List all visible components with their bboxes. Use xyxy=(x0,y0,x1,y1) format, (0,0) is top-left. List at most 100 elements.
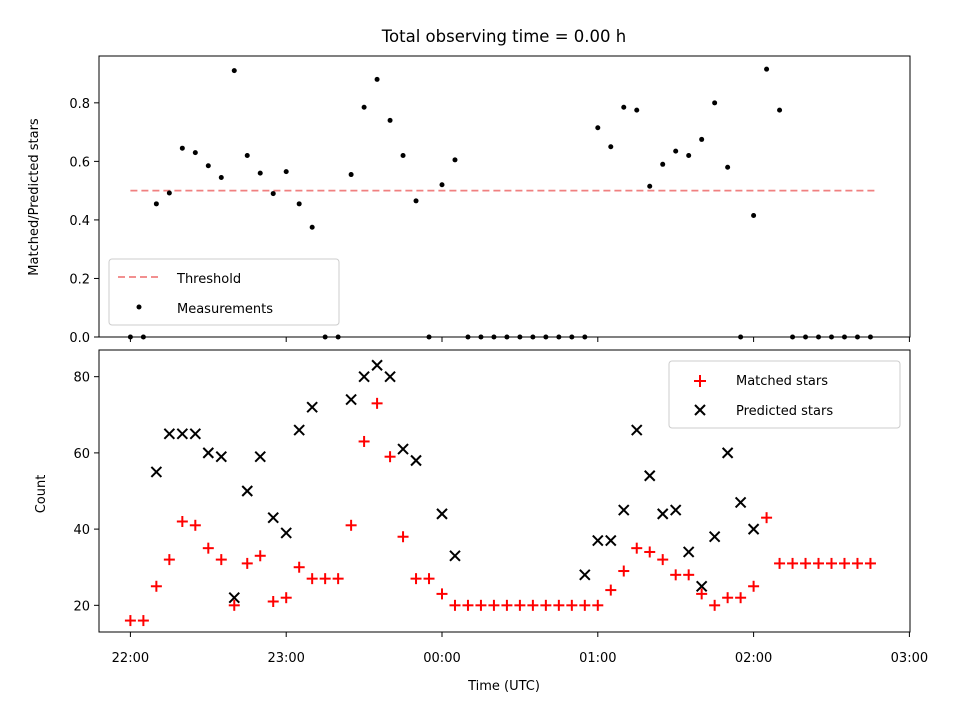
predicted-star-point xyxy=(682,546,695,558)
matched-star-point xyxy=(163,554,175,566)
matched-star-point xyxy=(228,599,240,611)
predicted-star-point xyxy=(345,393,357,406)
matched-star-point xyxy=(618,565,630,577)
matched-star-point xyxy=(709,599,721,611)
matched-star-point xyxy=(215,554,227,566)
predicted-star-point xyxy=(618,504,630,516)
predicted-star-point xyxy=(695,580,708,592)
top-legend: Threshold Measurements xyxy=(108,258,340,326)
matched-star-point xyxy=(566,599,578,611)
matched-star-point xyxy=(838,557,850,569)
matched-star-point xyxy=(826,557,837,569)
matched-star-point xyxy=(176,515,188,527)
predicted-star-point xyxy=(189,428,202,440)
measurement-point xyxy=(348,172,354,178)
legend-threshold-label: Threshold xyxy=(176,272,241,287)
top-y-tick-label: 0.6 xyxy=(69,155,90,170)
top-y-tick-label: 0.4 xyxy=(69,214,90,229)
predicted-star-point xyxy=(306,401,318,413)
top-y-tick-label: 0.0 xyxy=(69,331,90,346)
legend-matched-marker xyxy=(694,375,706,387)
matched-star-point xyxy=(202,542,214,554)
measurement-point xyxy=(244,153,250,159)
predicted-star-point xyxy=(592,534,604,547)
predicted-star-point xyxy=(669,504,682,516)
measurement-point xyxy=(686,153,692,159)
matched-star-point xyxy=(579,599,591,611)
bottom-axes-frame xyxy=(98,349,911,633)
measurement-point xyxy=(387,117,393,123)
bottom-y-axis-label: Count xyxy=(34,475,49,514)
measurement-point xyxy=(309,224,315,230)
matched-star-point xyxy=(527,599,539,611)
measurement-point xyxy=(361,104,367,110)
measurement-point xyxy=(634,107,640,113)
x-tick-label: 22:00 xyxy=(112,651,149,666)
predicted-star-point xyxy=(605,534,617,547)
predicted-star-point xyxy=(293,424,305,436)
matched-star-point xyxy=(345,519,357,531)
matched-star-point xyxy=(592,599,604,611)
matched-star-point xyxy=(384,451,396,463)
matched-star-point xyxy=(696,588,708,600)
predicted-star-point xyxy=(254,450,266,463)
predicted-star-point xyxy=(358,370,370,383)
matched-star-point xyxy=(124,615,136,627)
top-y-tick-label: 0.2 xyxy=(69,272,90,287)
predicted-star-point xyxy=(202,447,215,459)
predicted-star-point xyxy=(579,569,591,581)
measurement-point xyxy=(764,66,770,72)
measurement-point xyxy=(296,201,302,207)
matched-star-point xyxy=(501,599,513,611)
matched-star-point xyxy=(280,592,292,604)
matched-star-point xyxy=(514,599,526,611)
predicted-star-point xyxy=(280,527,292,539)
top-axes-frame xyxy=(98,55,911,338)
matched-star-point xyxy=(306,573,318,585)
top-y-axis-label: Matched/Predicted stars xyxy=(27,118,42,276)
measurement-point xyxy=(400,153,406,159)
x-tick-label: 00:00 xyxy=(423,651,460,666)
matched-star-point xyxy=(137,615,149,627)
predicted-star-point xyxy=(228,591,240,604)
matched-star-point xyxy=(332,573,344,585)
predicted-star-point xyxy=(631,424,643,436)
matched-star-point xyxy=(800,557,812,569)
measurement-point xyxy=(699,136,705,142)
measurement-point xyxy=(673,148,679,154)
predicted-star-point xyxy=(708,531,721,543)
legend-predicted-marker xyxy=(694,404,706,416)
measurement-point xyxy=(153,201,159,207)
predicted-star-point xyxy=(436,508,448,520)
matched-star-point xyxy=(189,519,201,531)
measurement-point xyxy=(452,157,458,163)
predicted-star-point xyxy=(397,443,409,455)
predicted-star-point xyxy=(734,496,747,509)
matched-star-point xyxy=(267,596,279,608)
matched-star-point xyxy=(293,561,305,573)
measurement-point xyxy=(608,144,614,150)
matched-star-point xyxy=(851,557,863,569)
measurement-point xyxy=(725,164,731,170)
predicted-star-point xyxy=(384,370,396,383)
matched-star-point xyxy=(631,542,643,554)
predicted-star-point xyxy=(176,428,189,440)
measurement-point xyxy=(777,107,783,113)
predicted-star-point xyxy=(267,511,279,524)
measurement-point xyxy=(205,163,211,169)
legend-measurements-label: Measurements xyxy=(177,302,273,317)
predicted-star-point xyxy=(410,454,422,467)
predicted-star-point xyxy=(449,550,461,562)
predicted-star-point xyxy=(150,466,163,478)
predicted-star-point xyxy=(721,447,734,459)
measurement-point xyxy=(192,150,198,156)
measurement-point xyxy=(283,169,289,175)
matched-star-point xyxy=(683,569,695,581)
matched-star-point xyxy=(241,557,253,569)
matched-star-point xyxy=(670,569,682,581)
matched-star-point xyxy=(553,599,565,611)
x-tick-label: 01:00 xyxy=(579,651,616,666)
legend-measurements-marker xyxy=(136,304,142,310)
measurement-point xyxy=(647,183,653,189)
